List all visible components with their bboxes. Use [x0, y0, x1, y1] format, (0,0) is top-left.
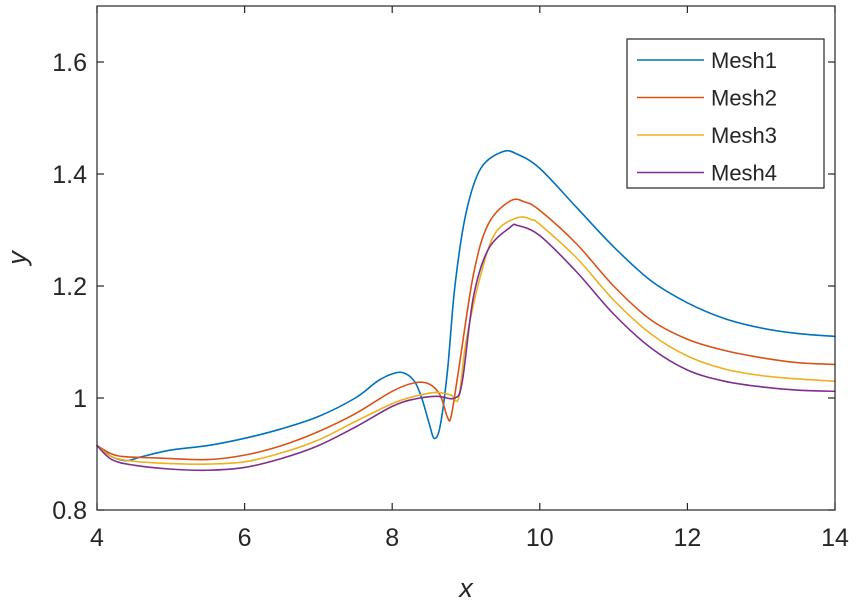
y-tick-label: 1: [73, 385, 87, 413]
x-tick-label: 8: [385, 524, 399, 552]
series-line-mesh3: [96, 216, 836, 465]
x-tick-label: 6: [238, 524, 252, 552]
series-layer: [96, 149, 836, 472]
legend-label-mesh3: Mesh3: [711, 123, 777, 148]
y-tick-label: 1.2: [52, 273, 87, 301]
x-tick-label: 10: [526, 524, 554, 552]
y-tick-label: 1.6: [52, 49, 87, 77]
x-tick-label: 14: [821, 524, 849, 552]
x-tick-label: 4: [90, 524, 104, 552]
series-line-mesh4: [96, 223, 836, 472]
legend-box: [626, 38, 825, 189]
plot-area-frame: [96, 5, 836, 511]
legend: Mesh1 Mesh2 Mesh3 Mesh4: [626, 38, 825, 189]
legend-label-mesh1: Mesh1: [711, 48, 777, 73]
y-tick-label: 0.8: [52, 497, 87, 525]
y-tick-label: 1.4: [52, 161, 87, 189]
x-tick-label: 12: [673, 524, 701, 552]
ticks-layer: 4 6 8 10 12 14 0.8 1 1.2 1.4 1.6: [52, 6, 849, 552]
legend-label-mesh2: Mesh2: [711, 86, 777, 111]
y-axis-title: y: [2, 250, 32, 267]
series-line-mesh1: [96, 149, 836, 462]
series-line-mesh2: [96, 198, 836, 461]
x-axis-title: x: [457, 573, 474, 603]
legend-label-mesh4: Mesh4: [711, 161, 777, 186]
